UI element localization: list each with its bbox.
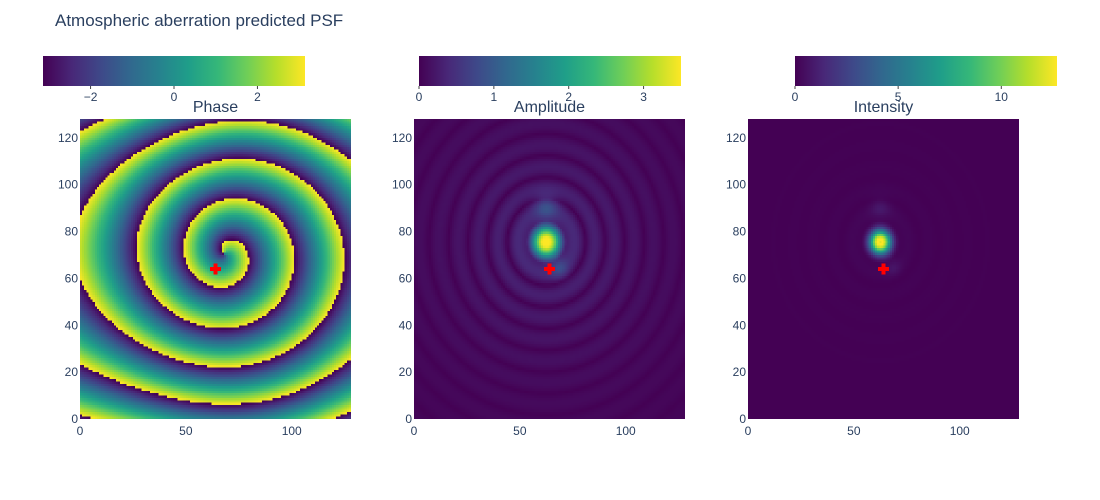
y-tick-label: 40: [399, 318, 413, 332]
y-tick-label: 120: [726, 131, 746, 145]
y-tick-label: 20: [733, 365, 747, 379]
y-tick-label: 20: [65, 365, 79, 379]
y-tick-label: 120: [392, 131, 412, 145]
x-tick-label: 0: [411, 424, 418, 438]
colorbar-tick-label: 5: [895, 90, 902, 104]
colorbar-tick-label: 0: [416, 90, 423, 104]
x-tick-label: 100: [950, 424, 970, 438]
colorbar-tick-label: 10: [995, 90, 1009, 104]
x-tick-label: 50: [179, 424, 193, 438]
y-tick-label: 0: [71, 412, 78, 426]
x-tick-label: 0: [77, 424, 84, 438]
colorbar-tick-label: 3: [640, 90, 647, 104]
subplot-title-intensity: Intensity: [854, 99, 914, 116]
colorbar-amplitude: [419, 56, 681, 86]
x-tick-label: 50: [847, 424, 861, 438]
center-cross-marker: [210, 263, 221, 275]
colorbar-phase: [43, 56, 305, 86]
y-tick-label: 80: [733, 225, 747, 239]
y-tick-label: 80: [65, 225, 79, 239]
y-tick-label: 60: [399, 271, 413, 285]
colorbar-tick-label: −2: [84, 90, 98, 104]
y-tick-label: 20: [399, 365, 413, 379]
colorbar-tick-label: 0: [792, 90, 799, 104]
x-tick-label: 50: [513, 424, 527, 438]
colorbar-intensity: [795, 56, 1057, 86]
x-tick-label: 100: [616, 424, 636, 438]
colorbar-tick-label: 2: [565, 90, 572, 104]
subplot-title-phase: Phase: [193, 99, 238, 116]
figure-title: Atmospheric aberration predicted PSF: [55, 11, 343, 30]
x-tick-label: 0: [745, 424, 752, 438]
colorbar-tick-label: 1: [491, 90, 498, 104]
y-tick-label: 100: [726, 178, 746, 192]
panel-amplitude: Amplitude 0 1 2 3 0 50 100 0 20 40 60 80 100 120: [392, 56, 685, 438]
y-tick-label: 60: [65, 271, 79, 285]
center-cross-marker: [878, 263, 889, 275]
y-tick-label: 100: [392, 178, 412, 192]
y-tick-label: 80: [399, 225, 413, 239]
y-tick-label: 40: [65, 318, 79, 332]
colorbar-tick-label: 0: [171, 90, 178, 104]
y-tick-label: 40: [733, 318, 747, 332]
colorbar-tick-label: 2: [254, 90, 261, 104]
subplot-title-amplitude: Amplitude: [514, 99, 585, 116]
y-tick-label: 0: [405, 412, 412, 426]
y-tick-label: 120: [58, 131, 78, 145]
y-tick-label: 60: [733, 271, 747, 285]
center-cross-marker: [544, 263, 555, 275]
y-tick-label: 100: [58, 178, 78, 192]
x-tick-label: 100: [282, 424, 302, 438]
y-tick-label: 0: [739, 412, 746, 426]
